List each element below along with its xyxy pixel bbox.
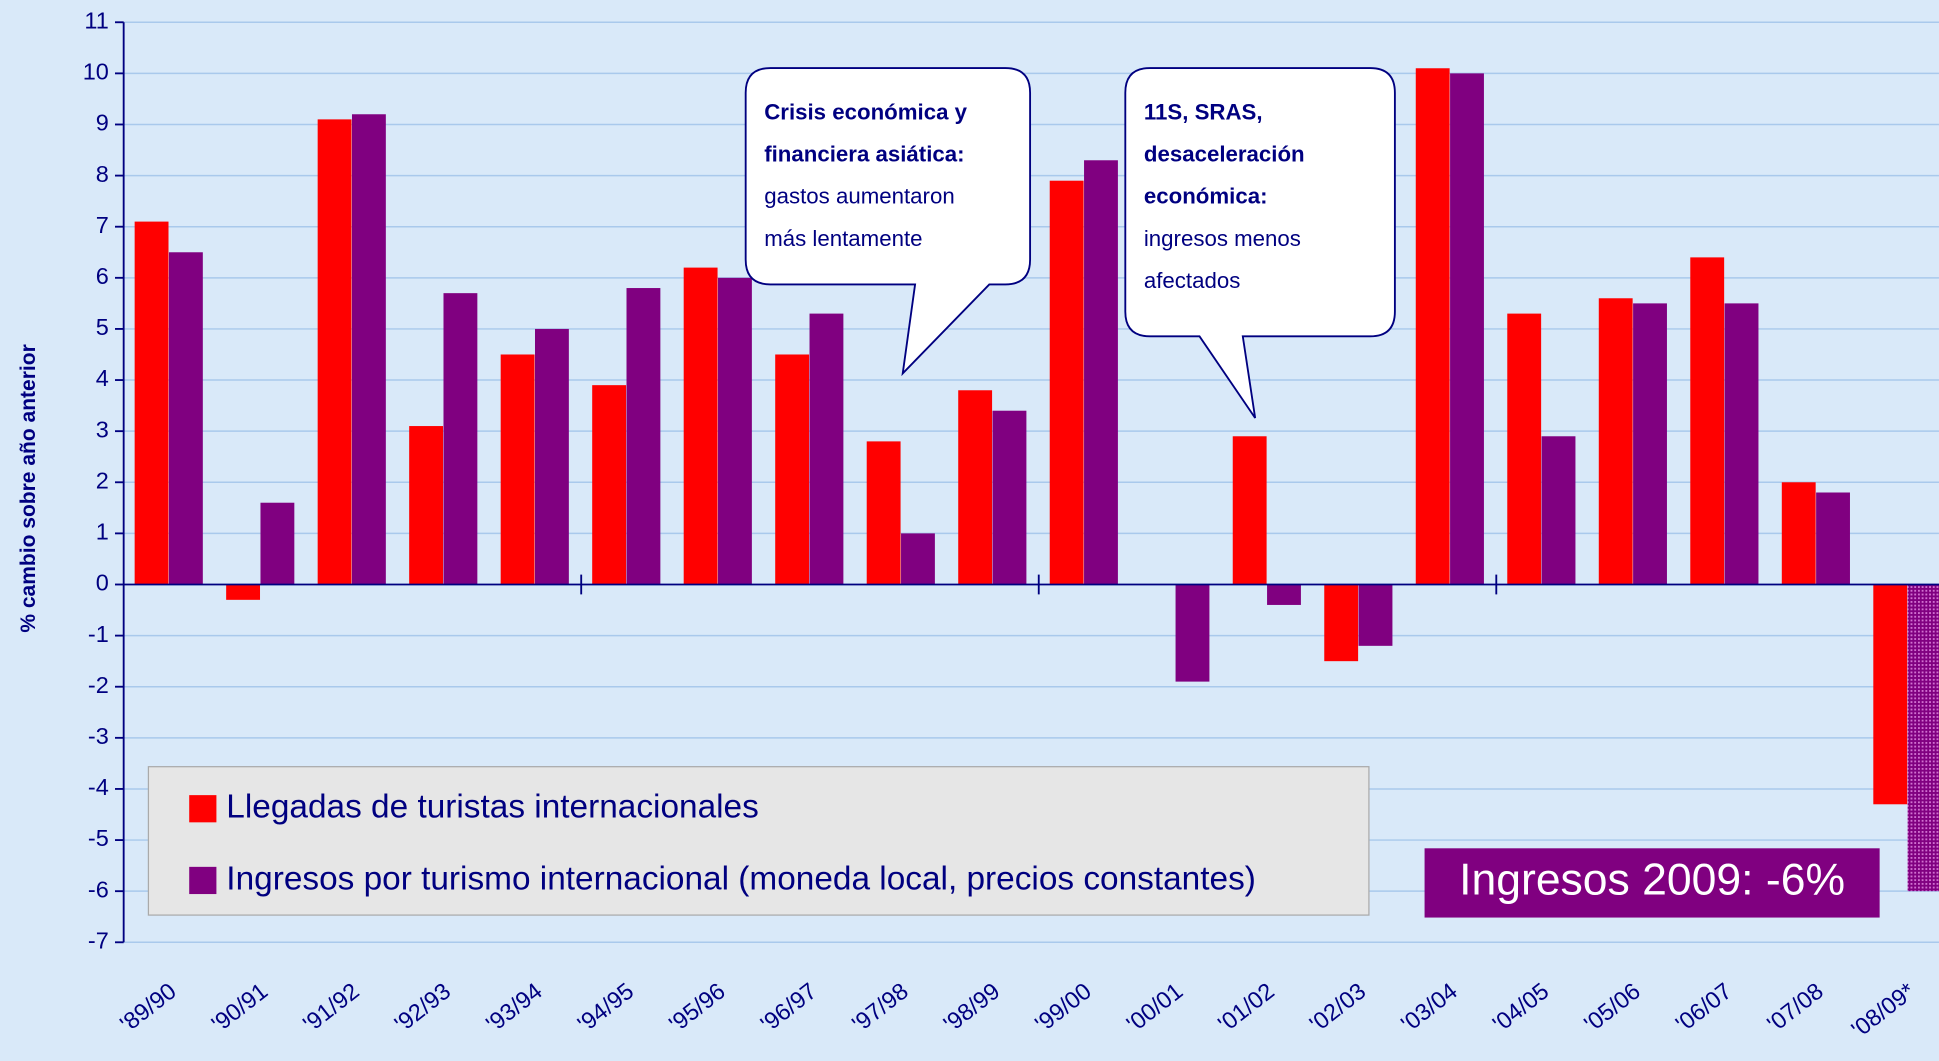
y-tick-label: 8 (96, 161, 109, 187)
y-tick-label: -4 (88, 774, 109, 800)
bar (1781, 482, 1816, 585)
bar (718, 277, 752, 585)
bar (1324, 584, 1359, 662)
annotation-bold: desaceleración (1144, 142, 1305, 167)
annotation-text: más lentamente (764, 226, 922, 251)
bar (1598, 298, 1633, 585)
annotation-bold: económica: (1144, 184, 1268, 209)
y-tick-label: -5 (88, 825, 109, 851)
bar (1816, 492, 1850, 585)
annotation-text: gastos aumentaron (764, 184, 954, 209)
bar (1541, 436, 1576, 585)
bar (1507, 313, 1542, 585)
bar (226, 584, 261, 600)
legend-label: Ingresos por turismo internacional (mone… (226, 860, 1256, 897)
bar (683, 267, 718, 585)
bar (1049, 180, 1084, 585)
y-tick-label: 2 (96, 467, 109, 493)
annotation-text: afectados (1144, 268, 1240, 293)
bar (1415, 68, 1450, 585)
bar (866, 441, 901, 585)
bar (1084, 160, 1118, 585)
y-tick-label: -6 (88, 876, 109, 902)
bar (1175, 584, 1210, 682)
bar (1873, 584, 1908, 805)
highlight-text: Ingresos 2009: -6% (1459, 856, 1845, 905)
legend (147, 766, 1370, 916)
bar (500, 354, 535, 585)
bar (1690, 257, 1725, 585)
annotation-bold: 11S, SRAS, (1144, 100, 1263, 125)
bar (1267, 584, 1301, 605)
highlight-box (1424, 848, 1880, 918)
y-tick-label: 0 (96, 570, 109, 596)
annotation-bold: financiera asiática: (764, 142, 964, 167)
bar (260, 502, 295, 585)
y-axis-label: % cambio sobre año anterior (17, 344, 40, 632)
bar (1358, 584, 1393, 646)
legend-label: Llegadas de turistas internacionales (226, 789, 758, 826)
bar (958, 390, 993, 585)
bar (1724, 303, 1759, 585)
y-tick-label: 4 (96, 365, 109, 391)
bar (443, 293, 478, 585)
bar (134, 221, 169, 585)
bar (168, 252, 203, 585)
y-tick-label: -1 (88, 621, 109, 647)
bar (1450, 73, 1484, 585)
y-tick-label: 11 (84, 7, 108, 33)
legend-swatch (189, 795, 217, 823)
y-tick-label: 5 (96, 314, 109, 340)
bar (626, 288, 661, 585)
y-tick-label: -7 (88, 927, 109, 953)
y-tick-label: 6 (96, 263, 109, 289)
bar (409, 426, 444, 585)
y-tick-label: -2 (88, 672, 109, 698)
y-tick-label: 7 (96, 212, 109, 238)
bar (809, 313, 844, 585)
callout (744, 67, 1032, 377)
legend-swatch (189, 866, 217, 895)
bar (534, 328, 569, 585)
annotation-bold: Crisis económica y (764, 100, 967, 125)
bar (1907, 584, 1939, 892)
callout (1124, 67, 1396, 419)
bar (317, 119, 352, 585)
bar (1633, 303, 1667, 585)
bar (992, 410, 1027, 585)
y-tick-label: 1 (96, 519, 109, 545)
y-tick-label: 3 (96, 416, 109, 442)
y-tick-label: -3 (88, 723, 109, 749)
bar (1232, 436, 1267, 585)
bar (901, 533, 935, 585)
y-tick-label: 9 (96, 110, 109, 136)
bar (351, 114, 386, 585)
bar (775, 354, 810, 585)
bar (592, 385, 627, 585)
annotation-text: ingresos menos (1144, 226, 1301, 251)
y-tick-label: 10 (83, 59, 109, 85)
